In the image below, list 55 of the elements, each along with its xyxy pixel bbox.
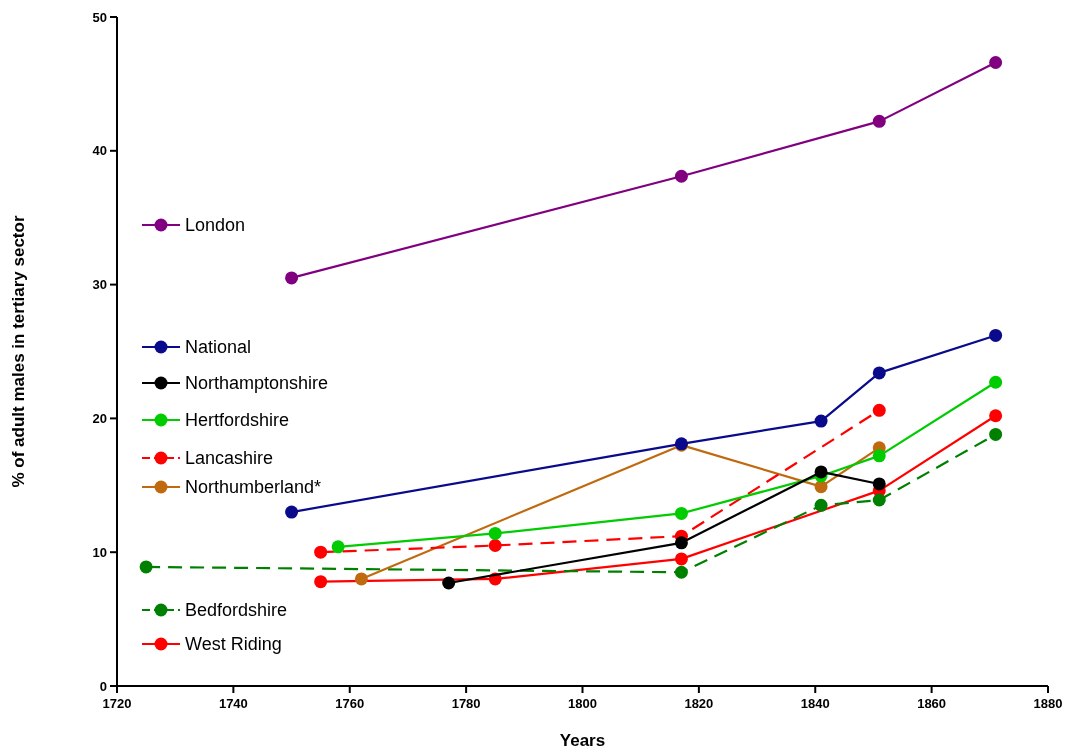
y-tick-label: 20: [92, 410, 107, 426]
legend-label: Northamptonshire: [185, 373, 329, 394]
x-tick-label: 1720: [102, 696, 132, 711]
point: [872, 366, 886, 380]
legend-label: Hertfordshire: [185, 410, 290, 431]
x-tick-label: 1800: [568, 696, 597, 711]
y-tick-label: 50: [92, 9, 107, 25]
point: [139, 560, 153, 574]
legend-label: Northumberland*: [185, 477, 322, 498]
x-axis-title: Years: [559, 731, 606, 750]
point: [872, 403, 886, 417]
point: [354, 572, 368, 586]
x-tick-label: 1780: [451, 696, 481, 711]
point: [989, 427, 1003, 441]
point: [872, 449, 886, 463]
point: [442, 576, 456, 590]
point: [989, 55, 1003, 69]
y-axis-title: % of adult males in tertiary sector: [9, 215, 28, 488]
x-tick-label: 1860: [917, 696, 947, 711]
y-tick-label: 40: [92, 143, 107, 159]
point: [872, 114, 886, 128]
x-tick-label: 1820: [684, 696, 714, 711]
point: [814, 498, 828, 512]
y-tick-label: 30: [92, 277, 107, 293]
point: [872, 493, 886, 507]
legend-label: West Riding: [185, 634, 282, 655]
legend-label: London: [185, 215, 246, 236]
point: [285, 271, 299, 285]
point: [314, 575, 328, 589]
point: [989, 328, 1003, 342]
point: [488, 526, 502, 540]
y-tick-label: 10: [92, 544, 107, 560]
x-tick-label: 1740: [218, 696, 248, 711]
point: [814, 414, 828, 428]
point: [872, 477, 886, 491]
point: [331, 540, 345, 554]
point: [285, 505, 299, 519]
y-tick-label: 0: [99, 678, 107, 694]
point: [674, 536, 688, 550]
x-tick-label: 1880: [1033, 696, 1063, 711]
point: [674, 506, 688, 520]
x-tick-label: 1760: [335, 696, 365, 711]
point: [314, 545, 328, 559]
point: [674, 565, 688, 579]
x-tick-label: 1840: [800, 696, 830, 711]
point: [814, 480, 828, 494]
point: [488, 539, 502, 553]
legend-label: Lancashire: [185, 448, 274, 469]
point: [674, 169, 688, 183]
point: [989, 409, 1003, 423]
point: [674, 552, 688, 566]
legend-label: Bedfordshire: [185, 600, 288, 621]
point: [989, 375, 1003, 389]
legend-label: National: [185, 337, 252, 358]
point: [814, 465, 828, 479]
